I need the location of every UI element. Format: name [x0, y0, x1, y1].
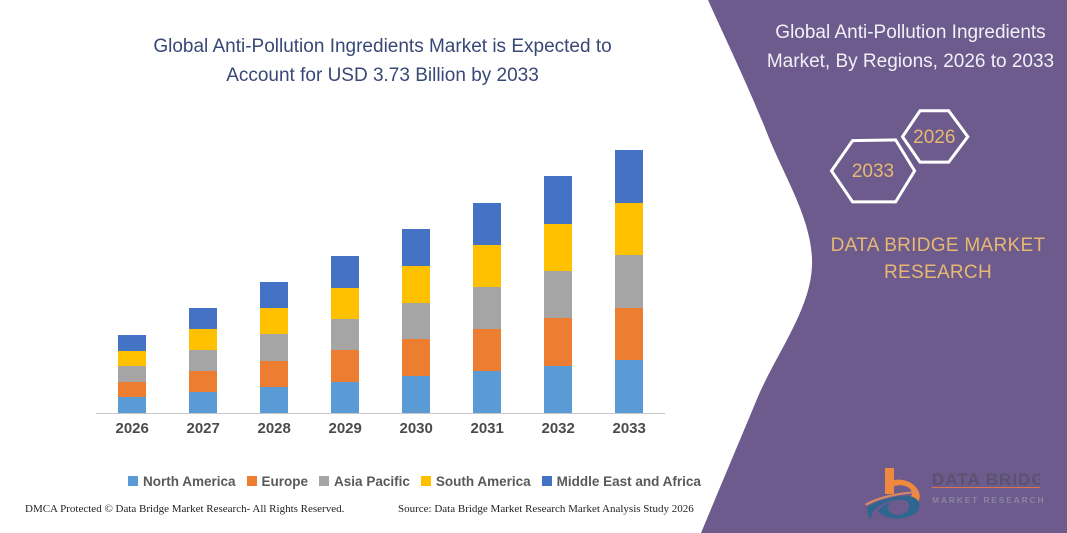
svg-text:2026: 2026 — [913, 127, 955, 148]
svg-text:2033: 2033 — [852, 161, 894, 182]
